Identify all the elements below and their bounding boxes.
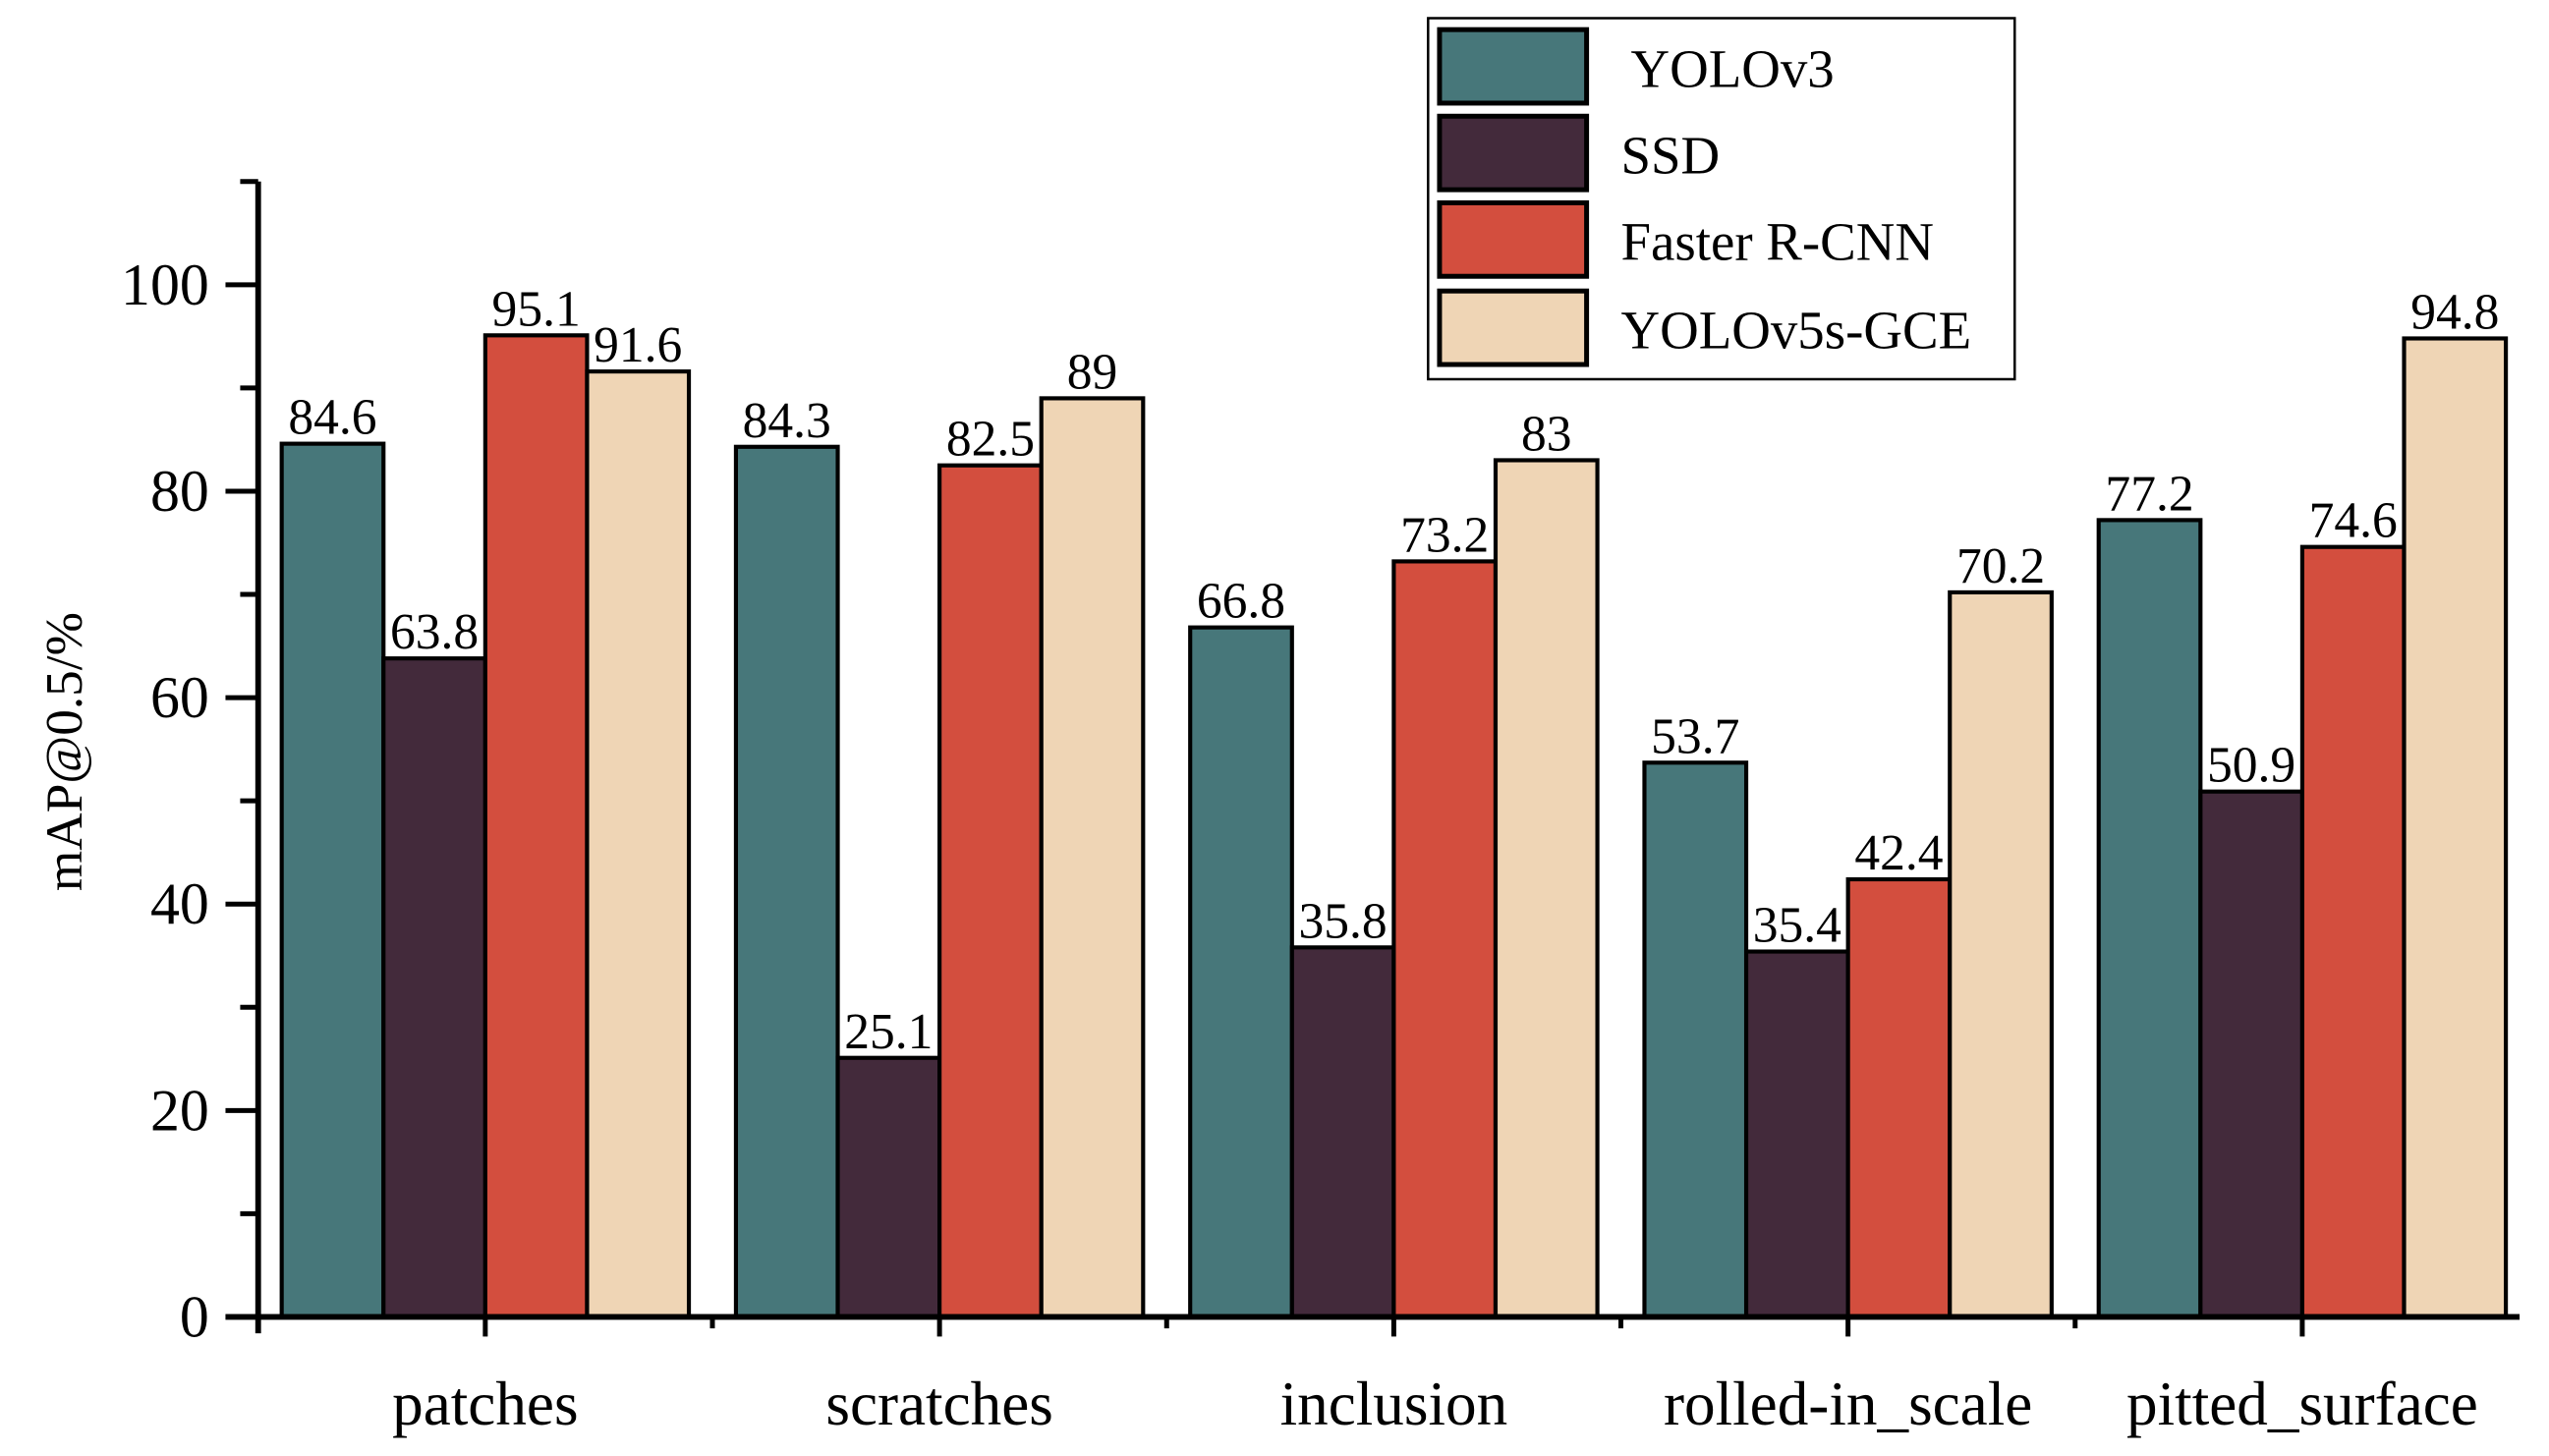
bar-value-label: 83 <box>1521 406 1572 462</box>
bar-ssd-inclusion <box>1289 945 1396 1319</box>
bar-faster-r-cnn-patches <box>482 333 590 1319</box>
legend: YOLOv3 SSD Faster R-CNN YOLOv5s-GCE <box>1427 17 2016 381</box>
bar-value-label: 35.8 <box>1298 893 1387 949</box>
bar-yolov3-rolled-in-scale <box>1642 760 1749 1319</box>
bar-faster-r-cnn-pitted-surface <box>2299 544 2407 1319</box>
legend-label: Faster R-CNN <box>1621 212 1934 272</box>
bar-faster-r-cnn-scratches <box>937 463 1044 1319</box>
y-tick-label: 100 <box>121 252 209 317</box>
bar-value-label: 82.5 <box>946 412 1035 468</box>
bar-ssd-rolled-in-scale <box>1743 949 1850 1319</box>
x-tick-label: patches <box>392 1370 578 1438</box>
bar-yolov3-scratches <box>733 444 840 1319</box>
bar-value-label: 53.7 <box>1651 708 1739 764</box>
x-tick-label: inclusion <box>1280 1370 1508 1438</box>
axes-layer: patches scratches inclusion rolled-in_scale… <box>121 179 2521 1438</box>
bar-value-label: 63.8 <box>390 604 479 660</box>
bars-layer: 84.6 63.8 95.191.6 84.3 25.1 82.5 89 66.8 35.8 73… <box>279 281 2509 1319</box>
legend-swatch <box>1437 113 1590 193</box>
x-tick-label: scratches <box>825 1370 1052 1438</box>
bar-yolov5s-gce-pitted-surface <box>2402 336 2509 1319</box>
x-tick-label: rolled-in_scale <box>1664 1370 2032 1438</box>
bar-value-label: 25.1 <box>844 1004 933 1060</box>
bar-yolov3-pitted-surface <box>2096 518 2203 1319</box>
bar-value-label: 50.9 <box>2207 738 2295 794</box>
bar-value-label: 77.2 <box>2105 466 2193 522</box>
y-tick-label: 80 <box>150 459 209 524</box>
bar-yolov3-inclusion <box>1188 625 1294 1319</box>
bar-faster-r-cnn-inclusion <box>1391 559 1499 1319</box>
bar-ssd-scratches <box>835 1055 942 1319</box>
bar-ssd-patches <box>381 656 487 1319</box>
bar-value-label: 89 <box>1067 344 1118 400</box>
bar-value-label: 73.2 <box>1400 507 1489 563</box>
bar-yolov5s-gce-patches <box>585 369 692 1319</box>
legend-label: YOLOv3 <box>1630 38 1834 98</box>
bar-value-label: 42.4 <box>1854 825 1943 881</box>
legend-swatch <box>1437 288 1590 367</box>
bar-value-label: 94.8 <box>2410 285 2499 341</box>
bar-value-label: 91.6 <box>594 317 682 373</box>
bar-ssd-pitted-surface <box>2198 789 2304 1319</box>
legend-swatch <box>1437 27 1590 106</box>
y-tick-label: 0 <box>180 1284 209 1349</box>
legend-label: SSD <box>1621 125 1721 185</box>
y-tick-label: 40 <box>150 871 209 936</box>
bar-value-label: 84.3 <box>743 393 831 449</box>
bar-value-label: 66.8 <box>1197 574 1285 630</box>
y-tick-label: 20 <box>150 1078 209 1143</box>
bar-yolov3-patches <box>279 441 386 1319</box>
bar-value-label: 95.1 <box>492 281 581 337</box>
bar-faster-r-cnn-rolled-in-scale <box>1845 876 1953 1319</box>
bar-yolov5s-gce-scratches <box>1039 396 1146 1319</box>
y-axis-label: mAP@0.5/% <box>35 612 93 891</box>
legend-swatch <box>1437 199 1590 279</box>
bar-yolov5s-gce-inclusion <box>1493 458 1600 1319</box>
x-tick-label: pitted_surface <box>2126 1370 2478 1438</box>
bar-value-label: 84.6 <box>288 390 376 446</box>
bar-value-label: 35.4 <box>1753 898 1841 954</box>
bar-yolov5s-gce-rolled-in-scale <box>1948 589 2054 1319</box>
legend-label: YOLOv5s-GCE <box>1621 300 1972 360</box>
y-tick-label: 60 <box>150 665 209 730</box>
bar-value-label: 74.6 <box>2309 493 2398 549</box>
bar-value-label: 70.2 <box>1956 538 2045 594</box>
